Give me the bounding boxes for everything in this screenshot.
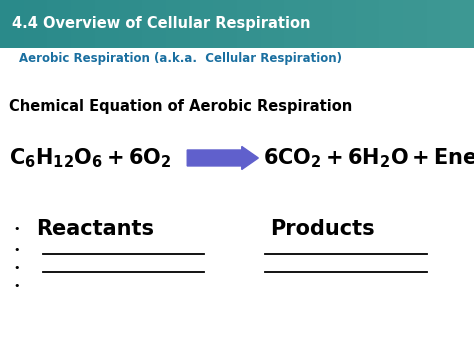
FancyArrow shape <box>187 146 258 169</box>
Bar <box>190 0 213 48</box>
Text: $\mathbf{C_6H_{12}O_6 + 6O_2}$: $\mathbf{C_6H_{12}O_6 + 6O_2}$ <box>9 146 172 170</box>
Bar <box>213 0 237 48</box>
Bar <box>237 0 261 48</box>
Text: •: • <box>13 224 20 234</box>
Bar <box>379 0 403 48</box>
Bar <box>427 0 450 48</box>
Bar <box>308 0 332 48</box>
Bar <box>71 0 95 48</box>
Bar <box>95 0 118 48</box>
Bar <box>142 0 166 48</box>
Text: Reactants: Reactants <box>36 219 154 239</box>
Bar <box>118 0 142 48</box>
Text: 4.4 Overview of Cellular Respiration: 4.4 Overview of Cellular Respiration <box>12 16 310 32</box>
Bar <box>261 0 284 48</box>
Text: $\mathbf{6CO_2 + 6H_2O + Energy}$: $\mathbf{6CO_2 + 6H_2O + Energy}$ <box>263 146 474 170</box>
Text: Chemical Equation of Aerobic Respiration: Chemical Equation of Aerobic Respiration <box>9 99 353 114</box>
Bar <box>450 0 474 48</box>
Bar <box>166 0 190 48</box>
Text: •: • <box>13 263 20 273</box>
Bar <box>0 0 24 48</box>
Text: Products: Products <box>270 219 374 239</box>
Text: Aerobic Respiration (a.k.a.  Cellular Respiration): Aerobic Respiration (a.k.a. Cellular Res… <box>19 52 342 65</box>
Bar <box>332 0 356 48</box>
Bar <box>284 0 308 48</box>
Bar <box>356 0 379 48</box>
Text: •: • <box>13 245 20 255</box>
Bar <box>403 0 427 48</box>
Text: •: • <box>13 281 20 291</box>
Bar <box>0 0 474 48</box>
Bar <box>47 0 71 48</box>
Bar <box>24 0 47 48</box>
